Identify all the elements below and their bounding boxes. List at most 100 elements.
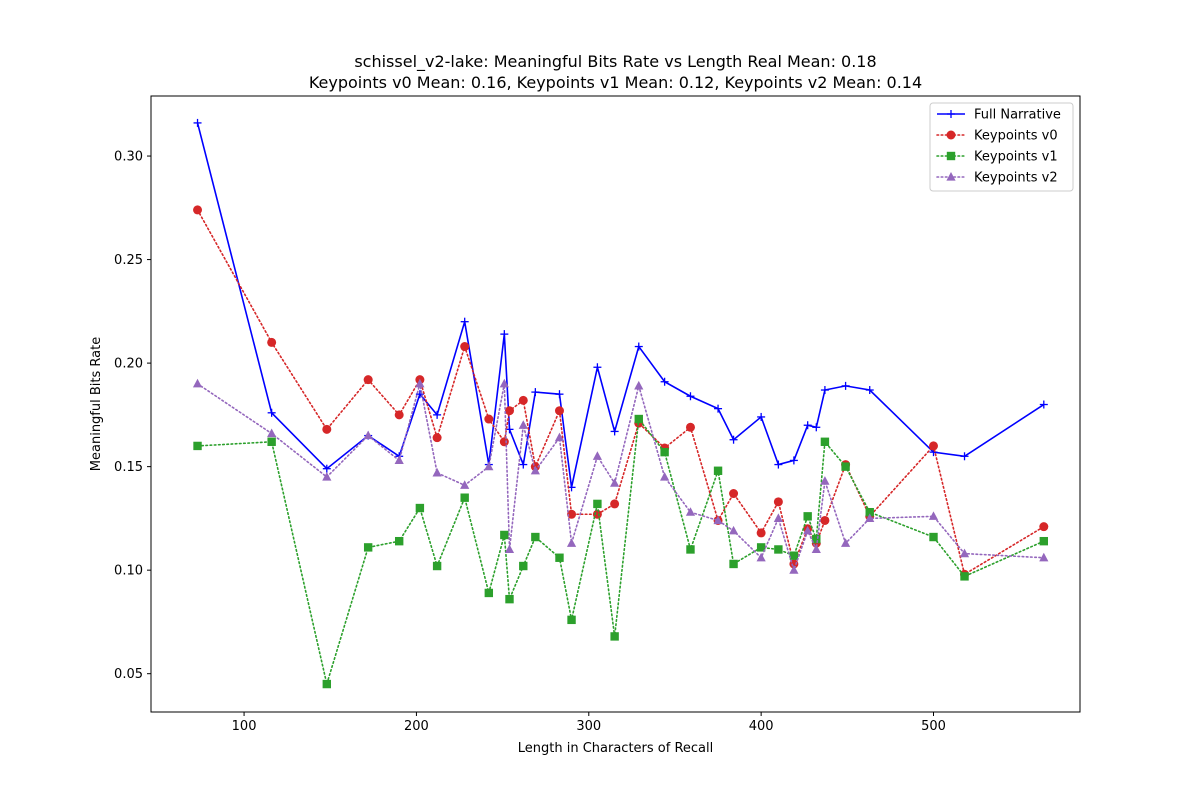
legend-label-keypoints-v1: Keypoints v1 bbox=[974, 150, 1058, 165]
chart-title-line-2: Keypoints v0 Mean: 0.16, Keypoints v1 Me… bbox=[309, 73, 922, 92]
data-point-full-narrative bbox=[555, 390, 564, 399]
data-point-keypoints-v2 bbox=[789, 565, 799, 574]
series-layer bbox=[192, 118, 1049, 689]
x-tick-label: 100 bbox=[232, 719, 257, 734]
data-point-keypoints-v0 bbox=[484, 414, 494, 424]
data-point-keypoints-v1 bbox=[394, 536, 404, 546]
data-point-keypoints-v1 bbox=[531, 532, 540, 542]
legend-label-keypoints-v2: Keypoints v2 bbox=[974, 171, 1058, 186]
data-point-full-narrative bbox=[460, 317, 469, 326]
data-point-keypoints-v2 bbox=[499, 378, 509, 388]
data-point-full-narrative bbox=[610, 427, 619, 436]
data-point-keypoints-v2 bbox=[840, 538, 851, 547]
data-point-keypoints-v2 bbox=[518, 420, 528, 429]
data-point-keypoints-v2 bbox=[685, 507, 696, 516]
data-point-keypoints-v1 bbox=[812, 534, 821, 544]
legend-marker-keypoints-v0 bbox=[946, 130, 956, 140]
data-point-keypoints-v1 bbox=[415, 503, 425, 513]
data-point-keypoints-v2 bbox=[460, 480, 470, 489]
data-point-keypoints-v0 bbox=[267, 337, 277, 347]
x-tick-label: 300 bbox=[576, 719, 601, 734]
data-point-keypoints-v2 bbox=[484, 461, 494, 471]
series-keypoints-v0 bbox=[193, 205, 1049, 579]
legend-entry-keypoints-v2: Keypoints v2 bbox=[936, 171, 1058, 186]
data-point-keypoints-v1 bbox=[960, 572, 969, 581]
y-tick-label: 0.30 bbox=[114, 150, 143, 165]
data-point-keypoints-v0 bbox=[685, 422, 695, 432]
data-point-keypoints-v2 bbox=[928, 511, 939, 520]
data-point-full-narrative bbox=[729, 435, 738, 444]
data-point-full-narrative bbox=[757, 412, 766, 421]
data-point-keypoints-v2 bbox=[811, 544, 821, 554]
y-tick-label: 0.05 bbox=[114, 667, 143, 682]
data-point-keypoints-v0 bbox=[432, 433, 442, 443]
data-point-keypoints-v2 bbox=[959, 548, 970, 558]
data-point-keypoints-v2 bbox=[415, 378, 425, 388]
legend-entry-full-narrative: Full Narrative bbox=[937, 108, 1061, 123]
data-point-keypoints-v2 bbox=[322, 471, 332, 481]
y-axis-label: Meaningful Bits Rate bbox=[89, 337, 104, 471]
data-point-keypoints-v2 bbox=[504, 544, 515, 554]
series-keypoints-v2 bbox=[192, 378, 1049, 574]
data-point-keypoints-v0 bbox=[756, 528, 766, 538]
data-point-keypoints-v2 bbox=[192, 378, 203, 388]
data-point-keypoints-v0 bbox=[363, 375, 373, 385]
data-point-keypoints-v1 bbox=[363, 543, 373, 552]
data-point-keypoints-v1 bbox=[803, 512, 812, 521]
data-point-keypoints-v0 bbox=[518, 395, 528, 405]
data-point-keypoints-v0 bbox=[554, 406, 564, 416]
data-point-full-narrative bbox=[660, 377, 669, 386]
data-point-keypoints-v1 bbox=[505, 594, 514, 604]
data-point-keypoints-v2 bbox=[610, 478, 620, 487]
data-point-keypoints-v2 bbox=[432, 467, 442, 477]
data-point-keypoints-v2 bbox=[634, 380, 644, 390]
data-point-keypoints-v2 bbox=[1039, 552, 1049, 562]
data-point-full-narrative bbox=[789, 456, 798, 465]
legend-box bbox=[929, 102, 1074, 192]
legend-entry-keypoints-v1: Keypoints v1 bbox=[936, 150, 1058, 165]
data-point-full-narrative bbox=[1039, 400, 1048, 409]
data-point-keypoints-v0 bbox=[394, 410, 404, 420]
data-point-keypoints-v1 bbox=[789, 551, 799, 560]
data-point-keypoints-v2 bbox=[363, 430, 373, 440]
legend: Full Narrative Keypoints v0 Keypoints v1 Ke… bbox=[929, 102, 1074, 192]
data-point-keypoints-v1 bbox=[500, 530, 509, 540]
data-point-keypoints-v1 bbox=[929, 532, 938, 542]
data-point-keypoints-v1 bbox=[267, 437, 276, 446]
data-point-keypoints-v2 bbox=[530, 465, 540, 475]
series-keypoints-v1 bbox=[193, 414, 1049, 689]
data-point-full-narrative bbox=[519, 460, 528, 469]
legend-marker-keypoints-v1 bbox=[946, 151, 956, 161]
data-point-keypoints-v1 bbox=[555, 553, 564, 562]
legend-entry-keypoints-v0: Keypoints v0 bbox=[936, 129, 1058, 144]
data-point-keypoints-v1 bbox=[865, 507, 874, 517]
y-tick-label: 0.10 bbox=[114, 564, 143, 579]
data-point-keypoints-v0 bbox=[460, 342, 470, 352]
legend-marker-keypoints-v2 bbox=[946, 172, 956, 181]
data-point-keypoints-v2 bbox=[554, 432, 565, 442]
data-point-full-narrative bbox=[803, 421, 812, 430]
data-point-full-narrative bbox=[415, 390, 424, 399]
data-point-keypoints-v1 bbox=[634, 414, 643, 424]
data-point-keypoints-v0 bbox=[773, 497, 783, 507]
data-point-keypoints-v0 bbox=[928, 441, 938, 451]
legend-label-keypoints-v0: Keypoints v0 bbox=[974, 129, 1058, 144]
data-point-keypoints-v1 bbox=[593, 499, 602, 509]
data-point-full-narrative bbox=[865, 386, 874, 395]
data-point-keypoints-v0 bbox=[729, 489, 739, 499]
data-point-full-narrative bbox=[960, 452, 969, 461]
data-point-keypoints-v1 bbox=[484, 588, 494, 598]
legend-marker-full-narrative bbox=[947, 110, 955, 118]
data-point-keypoints-v1 bbox=[729, 559, 738, 569]
legend-label-full-narrative: Full Narrative bbox=[974, 108, 1061, 123]
data-point-full-narrative bbox=[714, 404, 723, 413]
data-point-full-narrative bbox=[322, 464, 331, 473]
data-point-keypoints-v2 bbox=[660, 471, 670, 481]
data-point-full-narrative bbox=[841, 381, 850, 390]
data-point-keypoints-v2 bbox=[566, 538, 577, 547]
data-point-keypoints-v2 bbox=[713, 515, 723, 525]
data-point-keypoints-v0 bbox=[505, 406, 515, 416]
data-point-keypoints-v1 bbox=[774, 545, 783, 554]
